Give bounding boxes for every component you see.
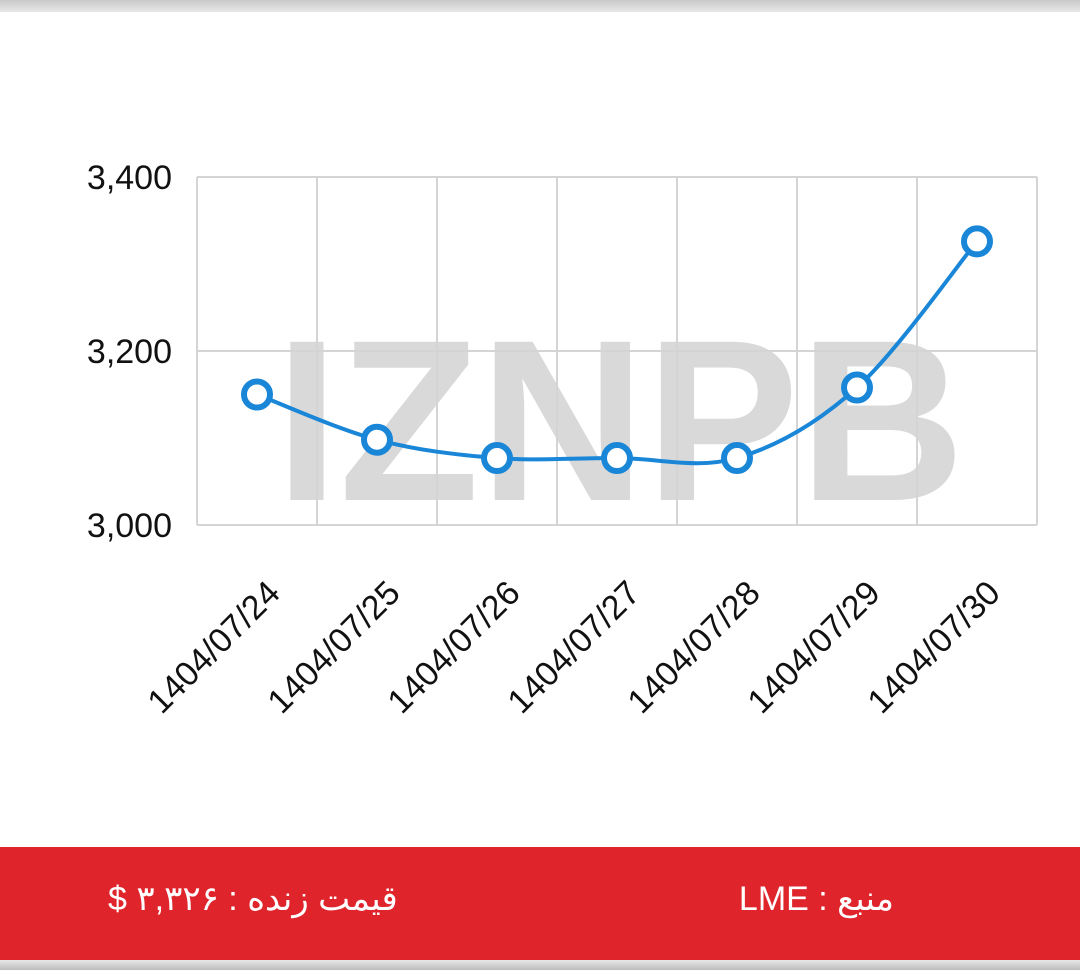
source: منبع : LME: [738, 880, 894, 918]
point: [601, 442, 633, 475]
point: [481, 442, 513, 475]
y-tick-label: 3,000: [87, 507, 172, 545]
live-price: قیمت زنده : ۳,۳۲۶ $: [108, 880, 398, 918]
y-tick-label: 3,200: [87, 333, 172, 371]
y-tick-label: 3,400: [87, 159, 172, 197]
bottom-strip: [0, 960, 1080, 970]
chart: IZNPB 3,0003,2003,4001404/07/241404/07/2…: [87, 159, 1038, 721]
top-strip: [0, 0, 1080, 12]
watermark: IZNPB: [275, 292, 965, 549]
point: [361, 423, 393, 456]
point: [241, 378, 273, 411]
point: [961, 225, 993, 258]
footer-bar: قیمت زنده : ۳,۳۲۶ $ منبع : LME: [0, 847, 1080, 960]
point: [841, 371, 873, 404]
point: [721, 442, 753, 475]
